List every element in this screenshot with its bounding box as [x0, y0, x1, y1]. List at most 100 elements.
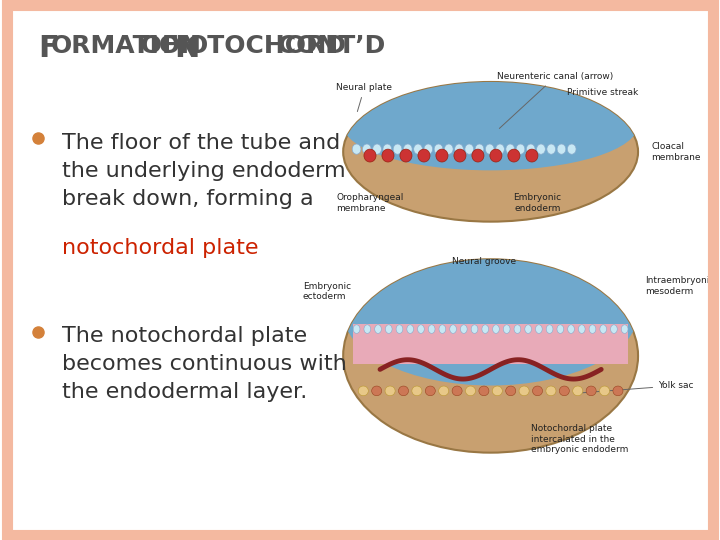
- Text: The notochordal plate
becomes continuous with
the endodermal layer.: The notochordal plate becomes continuous…: [62, 326, 346, 402]
- Ellipse shape: [343, 82, 638, 221]
- Text: Embryonic
endoderm: Embryonic endoderm: [513, 193, 562, 213]
- Ellipse shape: [436, 149, 448, 162]
- Ellipse shape: [450, 325, 456, 333]
- Ellipse shape: [492, 386, 503, 396]
- Ellipse shape: [492, 325, 500, 333]
- Ellipse shape: [418, 325, 424, 333]
- Ellipse shape: [519, 386, 529, 396]
- Ellipse shape: [572, 386, 582, 396]
- Ellipse shape: [364, 149, 376, 162]
- Ellipse shape: [398, 386, 408, 396]
- Ellipse shape: [454, 144, 464, 154]
- Text: Neural plate: Neural plate: [336, 83, 392, 112]
- Ellipse shape: [461, 325, 467, 333]
- Ellipse shape: [418, 149, 430, 162]
- Ellipse shape: [533, 386, 543, 396]
- Ellipse shape: [444, 144, 453, 154]
- Ellipse shape: [396, 325, 402, 333]
- Ellipse shape: [373, 144, 382, 154]
- Ellipse shape: [589, 325, 596, 333]
- Ellipse shape: [600, 325, 606, 333]
- Ellipse shape: [578, 325, 585, 333]
- Ellipse shape: [403, 144, 412, 154]
- Ellipse shape: [482, 325, 489, 333]
- Ellipse shape: [600, 386, 610, 396]
- Ellipse shape: [514, 325, 521, 333]
- Ellipse shape: [382, 149, 394, 162]
- Ellipse shape: [536, 144, 545, 154]
- Ellipse shape: [434, 144, 443, 154]
- Ellipse shape: [475, 144, 484, 154]
- Ellipse shape: [559, 386, 570, 396]
- Ellipse shape: [503, 325, 510, 333]
- Ellipse shape: [454, 149, 466, 162]
- Text: Embryonic
ectoderm: Embryonic ectoderm: [303, 282, 351, 301]
- Ellipse shape: [343, 79, 638, 170]
- Text: Primitive streak: Primitive streak: [567, 88, 638, 97]
- Ellipse shape: [611, 325, 617, 333]
- Ellipse shape: [407, 325, 413, 333]
- Ellipse shape: [385, 325, 392, 333]
- Ellipse shape: [557, 144, 566, 154]
- Ellipse shape: [343, 259, 638, 453]
- Ellipse shape: [362, 144, 372, 154]
- Ellipse shape: [613, 386, 623, 396]
- Text: CONT’D: CONT’D: [269, 33, 386, 58]
- Ellipse shape: [546, 386, 556, 396]
- Ellipse shape: [385, 386, 395, 396]
- Text: N: N: [174, 33, 199, 63]
- Ellipse shape: [354, 325, 360, 333]
- Ellipse shape: [364, 325, 371, 333]
- Ellipse shape: [383, 144, 392, 154]
- Ellipse shape: [343, 240, 638, 386]
- Ellipse shape: [372, 386, 382, 396]
- Ellipse shape: [438, 386, 449, 396]
- Ellipse shape: [400, 149, 412, 162]
- Ellipse shape: [547, 144, 556, 154]
- Ellipse shape: [546, 325, 553, 333]
- Text: ORMATION: ORMATION: [50, 33, 202, 58]
- Ellipse shape: [479, 386, 489, 396]
- Text: OTOCHORD: OTOCHORD: [186, 33, 346, 58]
- Ellipse shape: [352, 144, 361, 154]
- Text: The floor of the tube and
the underlying endoderm
break down, forming a: The floor of the tube and the underlying…: [62, 133, 346, 209]
- Ellipse shape: [621, 325, 628, 333]
- Ellipse shape: [426, 386, 436, 396]
- Ellipse shape: [428, 325, 435, 333]
- Ellipse shape: [465, 386, 475, 396]
- Text: Neural groove: Neural groove: [452, 258, 516, 266]
- Ellipse shape: [465, 144, 474, 154]
- Ellipse shape: [412, 386, 422, 396]
- FancyBboxPatch shape: [354, 323, 628, 364]
- Ellipse shape: [452, 386, 462, 396]
- Text: Yolk sac: Yolk sac: [575, 381, 693, 393]
- Ellipse shape: [525, 325, 531, 333]
- Text: Cloacal
membrane: Cloacal membrane: [652, 142, 701, 161]
- Ellipse shape: [374, 325, 382, 333]
- Ellipse shape: [526, 144, 535, 154]
- Ellipse shape: [508, 149, 520, 162]
- Ellipse shape: [505, 386, 516, 396]
- Text: Intraembryonic
mesoderm: Intraembryonic mesoderm: [644, 276, 714, 296]
- Ellipse shape: [490, 149, 502, 162]
- Ellipse shape: [414, 144, 423, 154]
- Ellipse shape: [567, 144, 576, 154]
- Text: F: F: [38, 33, 59, 63]
- Ellipse shape: [495, 144, 504, 154]
- Ellipse shape: [567, 325, 575, 333]
- Text: Notochordal plate
intercalated in the
embryonic endoderm: Notochordal plate intercalated in the em…: [531, 424, 628, 454]
- Ellipse shape: [472, 149, 484, 162]
- Ellipse shape: [424, 144, 433, 154]
- Text: Oropharyngeal
membrane: Oropharyngeal membrane: [336, 193, 404, 213]
- Ellipse shape: [526, 149, 538, 162]
- Text: notochordal plate: notochordal plate: [62, 238, 258, 258]
- Ellipse shape: [393, 144, 402, 154]
- Ellipse shape: [536, 325, 542, 333]
- Ellipse shape: [506, 144, 515, 154]
- Text: OF: OF: [132, 33, 188, 58]
- Ellipse shape: [586, 386, 596, 396]
- Ellipse shape: [516, 144, 525, 154]
- Ellipse shape: [557, 325, 564, 333]
- Text: Neurenteric canal (arrow): Neurenteric canal (arrow): [498, 72, 613, 129]
- Ellipse shape: [471, 325, 478, 333]
